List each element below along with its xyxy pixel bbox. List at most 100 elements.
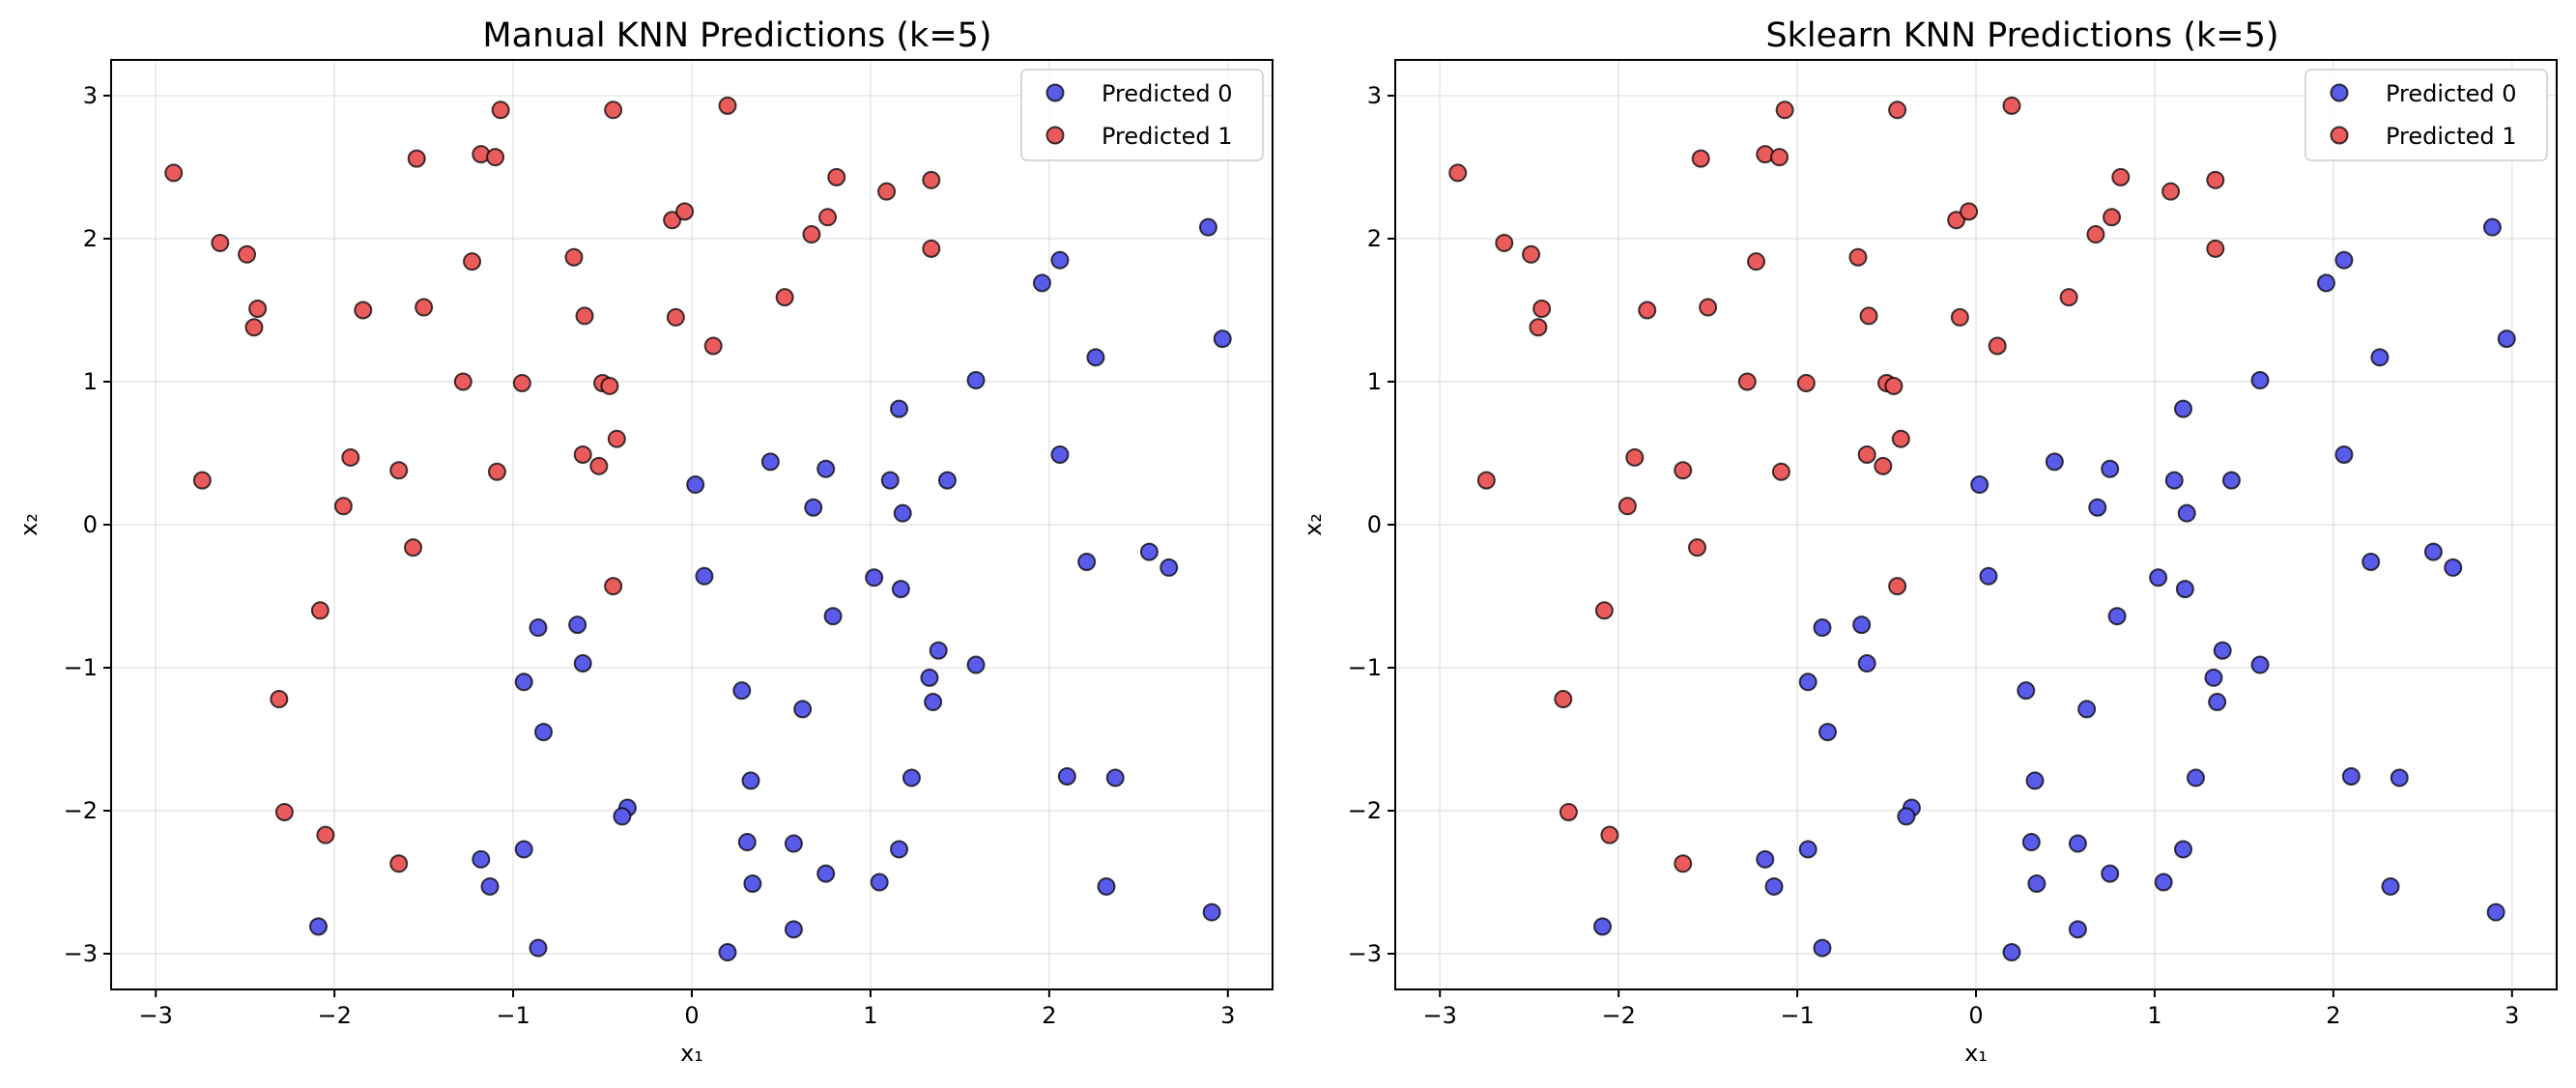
- point-predicted-0: [1050, 250, 1070, 270]
- x-axis-label: x₁: [680, 1040, 703, 1067]
- point-predicted-1: [1796, 373, 1816, 392]
- point-predicted-1: [274, 802, 294, 821]
- point-predicted-1: [389, 854, 409, 873]
- y-tick-label: −2: [64, 797, 98, 824]
- point-predicted-0: [1813, 618, 1832, 638]
- point-predicted-1: [333, 497, 353, 516]
- point-predicted-0: [613, 807, 632, 826]
- y-tick-label: −1: [1348, 654, 1382, 681]
- point-predicted-0: [2486, 902, 2505, 922]
- point-predicted-0: [2208, 693, 2227, 712]
- point-predicted-1: [248, 300, 268, 319]
- sklearn-knn-panel: Sklearn KNN Predictions (k=5) −3 −2 −1 0 1 2 3…: [1300, 16, 2558, 1067]
- point-predicted-0: [309, 917, 329, 936]
- point-predicted-1: [575, 306, 594, 326]
- point-predicted-1: [192, 471, 212, 490]
- point-predicted-0: [784, 834, 803, 853]
- point-predicted-0: [718, 943, 737, 962]
- point-predicted-1: [818, 208, 838, 227]
- point-predicted-0: [2149, 568, 2168, 587]
- point-predicted-0: [1213, 329, 1232, 349]
- point-predicted-1: [1522, 244, 1541, 264]
- point-predicted-0: [1077, 552, 1097, 571]
- point-predicted-1: [1674, 461, 1693, 480]
- point-predicted-1: [164, 163, 184, 183]
- legend-marker-predicted-1: [2330, 126, 2349, 145]
- point-predicted-1: [354, 301, 373, 320]
- point-predicted-1: [453, 372, 472, 391]
- point-predicted-0: [890, 840, 909, 859]
- point-predicted-0: [793, 700, 813, 719]
- y-tick-label: 3: [83, 82, 98, 109]
- x-tick-label: 1: [2147, 1002, 2161, 1029]
- point-predicted-0: [2174, 399, 2193, 418]
- point-predicted-0: [2334, 444, 2354, 464]
- legend-box: [2304, 69, 2548, 161]
- legend-box: [1020, 69, 1264, 161]
- point-predicted-1: [666, 307, 685, 327]
- legend: Predicted 0 Predicted 1: [1020, 69, 1264, 161]
- point-predicted-1: [1747, 252, 1766, 272]
- point-predicted-0: [568, 616, 587, 635]
- point-predicted-1: [604, 100, 623, 120]
- x-axis-label: x₁: [1964, 1040, 1988, 1067]
- point-predicted-1: [1891, 429, 1910, 448]
- point-predicted-0: [784, 920, 803, 939]
- scatter-points: [164, 96, 1232, 962]
- x-tick-label: 3: [1220, 1002, 1235, 1029]
- x-tick-label: −3: [1423, 1002, 1457, 1029]
- point-predicted-0: [1897, 807, 1916, 826]
- point-predicted-1: [1848, 247, 1868, 267]
- point-predicted-1: [663, 211, 682, 230]
- point-predicted-1: [491, 100, 510, 120]
- point-predicted-1: [877, 182, 897, 201]
- point-predicted-1: [1770, 148, 1789, 167]
- point-predicted-0: [529, 938, 548, 958]
- point-predicted-1: [404, 538, 423, 558]
- point-predicted-0: [514, 840, 533, 859]
- point-predicted-1: [1495, 233, 1514, 252]
- point-predicted-0: [2390, 768, 2409, 787]
- point-predicted-0: [1057, 766, 1076, 786]
- point-predicted-0: [2068, 834, 2087, 853]
- point-predicted-1: [589, 456, 609, 475]
- point-predicted-1: [1888, 577, 1907, 596]
- y-tick-label: 2: [1367, 225, 1382, 252]
- point-predicted-0: [2250, 655, 2270, 674]
- point-predicted-0: [2088, 498, 2107, 517]
- point-predicted-0: [2370, 348, 2390, 367]
- point-predicted-0: [2164, 471, 2184, 490]
- point-predicted-1: [675, 202, 695, 221]
- y-tick-label: 2: [83, 225, 98, 252]
- point-predicted-1: [389, 461, 409, 480]
- y-tick-label: −3: [1348, 940, 1382, 967]
- point-predicted-1: [564, 247, 584, 267]
- point-predicted-1: [1775, 100, 1794, 120]
- point-predicted-0: [1979, 566, 1998, 586]
- point-predicted-1: [802, 225, 821, 244]
- point-predicted-0: [2497, 329, 2516, 349]
- point-predicted-0: [2334, 250, 2354, 270]
- x-tick-label: 0: [1968, 1002, 1983, 1029]
- legend-label-predicted-1: Predicted 1: [1102, 123, 1233, 150]
- point-predicted-0: [924, 693, 943, 712]
- point-predicted-0: [1818, 723, 1838, 742]
- point-predicted-0: [1050, 444, 1070, 464]
- point-predicted-0: [2361, 552, 2381, 571]
- point-predicted-0: [2221, 471, 2241, 490]
- point-predicted-0: [2213, 641, 2232, 660]
- point-predicted-1: [415, 298, 434, 317]
- point-predicted-0: [2186, 768, 2205, 787]
- point-predicted-1: [1529, 318, 1548, 337]
- legend-label-predicted-0: Predicted 0: [1102, 80, 1233, 107]
- x-tick-label: −3: [139, 1002, 173, 1029]
- point-predicted-0: [2025, 771, 2045, 790]
- y-tick-label: 1: [83, 368, 98, 395]
- point-predicted-1: [244, 318, 264, 337]
- point-predicted-0: [1159, 558, 1179, 577]
- point-predicted-0: [902, 768, 921, 787]
- point-predicted-0: [2381, 876, 2400, 896]
- point-predicted-0: [893, 503, 912, 523]
- point-predicted-1: [604, 577, 623, 596]
